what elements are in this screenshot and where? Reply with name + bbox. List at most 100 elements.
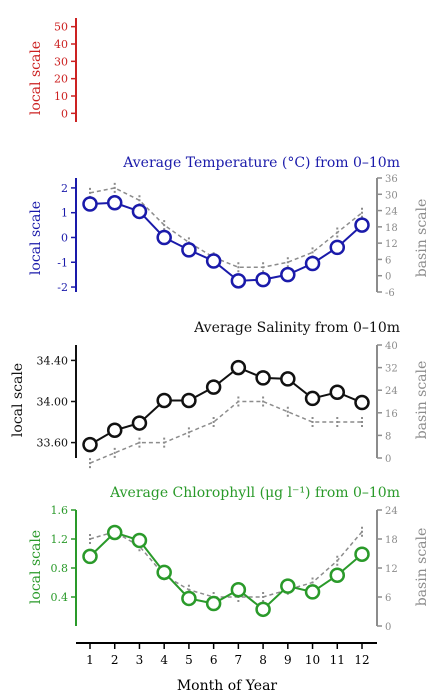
salinity-y2label: basin scale	[414, 361, 430, 440]
x-tick-label: 8	[259, 653, 267, 667]
chlorophyll-ytick-label: 1.6	[51, 504, 69, 517]
temperature-point	[255, 271, 271, 288]
temperature-y2label: basin scale	[414, 199, 430, 278]
temperature-point	[304, 255, 321, 272]
x-tick-label: 3	[136, 653, 144, 667]
salinity-point	[304, 390, 321, 407]
x-tick-label: 7	[235, 653, 243, 667]
panel-chlorophyll: Average Chlorophyll (μg l⁻¹) from 0–10m …	[28, 485, 430, 633]
top-ytick-label: 40	[54, 38, 68, 51]
temperature-point	[329, 239, 346, 256]
x-tick-label: 10	[305, 653, 320, 667]
temperature-y2tick-label: -6	[385, 288, 395, 299]
chlorophyll-title: Average Chlorophyll (μg l⁻¹) from 0–10m	[109, 485, 400, 501]
x-tick-label: 12	[354, 653, 369, 667]
chlorophyll-point	[131, 532, 148, 549]
salinity-y2tick-label: 0	[385, 454, 391, 465]
x-tick-label: 5	[185, 653, 193, 667]
temperature-y2tick-label: 6	[385, 255, 391, 266]
top-ytick-label: 0	[61, 107, 68, 120]
chlorophyll-point	[181, 590, 197, 607]
chlorophyll-point	[354, 546, 370, 562]
chlorophyll-point	[156, 564, 172, 581]
salinity-point	[255, 370, 271, 386]
chlorophyll-y2tick-label: 24	[385, 506, 398, 517]
salinity-ytick-label: 34.40	[37, 354, 69, 367]
salinity-point	[82, 436, 98, 453]
chlorophyll-point	[205, 595, 222, 612]
top-panel-ylabel: local scale	[28, 41, 44, 115]
chlorophyll-line	[89, 531, 363, 611]
temperature-ytick-label: 0	[61, 231, 68, 244]
panel-temperature: Average Temperature (°C) from 0–10m loca…	[28, 155, 430, 299]
chlorophyll-ytick-label: 1.2	[51, 533, 69, 546]
x-tick-label: 9	[284, 653, 292, 667]
chlorophyll-point	[304, 584, 321, 600]
salinity-point	[230, 359, 247, 376]
chlorophyll-point	[106, 524, 123, 541]
top-ytick-label: 10	[54, 90, 68, 103]
top-ytick-label: 50	[54, 21, 68, 34]
temperature-point	[280, 266, 296, 283]
chlorophyll-point	[280, 578, 296, 594]
top-ytick-label: 30	[54, 55, 68, 68]
x-axis: Month of Year 1 2 3 4 5 6 7 8 9 10 11 12	[76, 642, 377, 694]
chlorophyll-point	[329, 567, 346, 583]
top-ytick-label: 20	[54, 73, 68, 86]
salinity-y2tick-label: 40	[385, 341, 398, 352]
temperature-point	[181, 242, 197, 258]
chlorophyll-point	[255, 601, 271, 618]
x-tick-label: 11	[330, 653, 345, 667]
salinity-y2tick-label: 24	[385, 386, 398, 397]
salinity-ylabel: local scale	[10, 363, 26, 437]
salinity-point	[156, 392, 172, 409]
temperature-point	[156, 229, 172, 246]
chlorophyll-y2label: basin scale	[414, 528, 430, 607]
salinity-basin-line	[89, 400, 362, 464]
panel-salinity: Average Salinity from 0–10m local scale …	[10, 320, 430, 469]
temperature-y2tick-label: 12	[385, 239, 398, 250]
temperature-point	[106, 195, 123, 211]
chlorophyll-y2tick-label: 0	[385, 622, 391, 633]
salinity-y2tick-label: 16	[385, 409, 398, 420]
temperature-point	[230, 273, 247, 289]
temperature-ylabel: local scale	[28, 201, 44, 275]
x-tick-label: 1	[86, 653, 94, 667]
salinity-point	[181, 392, 197, 409]
salinity-y2tick-label: 8	[385, 431, 391, 442]
temperature-y2tick-label: 0	[385, 272, 391, 283]
temperature-point	[205, 253, 222, 269]
salinity-point	[280, 371, 296, 387]
salinity-ytick-label: 34.00	[37, 396, 69, 409]
x-tick-label: 4	[160, 653, 168, 667]
temperature-point	[354, 217, 370, 233]
temperature-ytick-label: 1	[61, 207, 68, 220]
salinity-point	[354, 394, 370, 411]
temperature-y2tick-label: 36	[385, 174, 398, 185]
temperature-line	[89, 201, 363, 282]
temperature-ytick-label: -1	[57, 256, 68, 269]
salinity-title: Average Salinity from 0–10m	[193, 320, 400, 336]
chlorophyll-point	[82, 548, 98, 565]
chlorophyll-ytick-label: 0.4	[51, 591, 69, 604]
temperature-y2tick-label: 18	[385, 223, 398, 234]
salinity-point	[329, 384, 346, 401]
chlorophyll-y2tick-label: 12	[385, 564, 398, 575]
temperature-point	[131, 203, 148, 220]
temperature-title: Average Temperature (°C) from 0–10m	[122, 155, 400, 171]
salinity-line	[89, 366, 363, 446]
chlorophyll-ylabel: local scale	[28, 530, 44, 604]
temperature-point	[82, 196, 98, 212]
x-axis-label: Month of Year	[177, 678, 278, 694]
temperature-y2tick-label: 24	[385, 207, 398, 218]
chlorophyll-y2tick-label: 18	[385, 535, 398, 546]
x-tick-label: 2	[111, 653, 119, 667]
temperature-ytick-label: 2	[61, 182, 68, 195]
chlorophyll-ytick-label: 0.8	[51, 562, 69, 575]
salinity-point	[205, 379, 222, 395]
salinity-point	[131, 415, 148, 431]
salinity-ytick-label: 33.60	[37, 437, 69, 450]
temperature-basin-line	[89, 187, 363, 268]
x-tick-label: 6	[210, 653, 218, 667]
